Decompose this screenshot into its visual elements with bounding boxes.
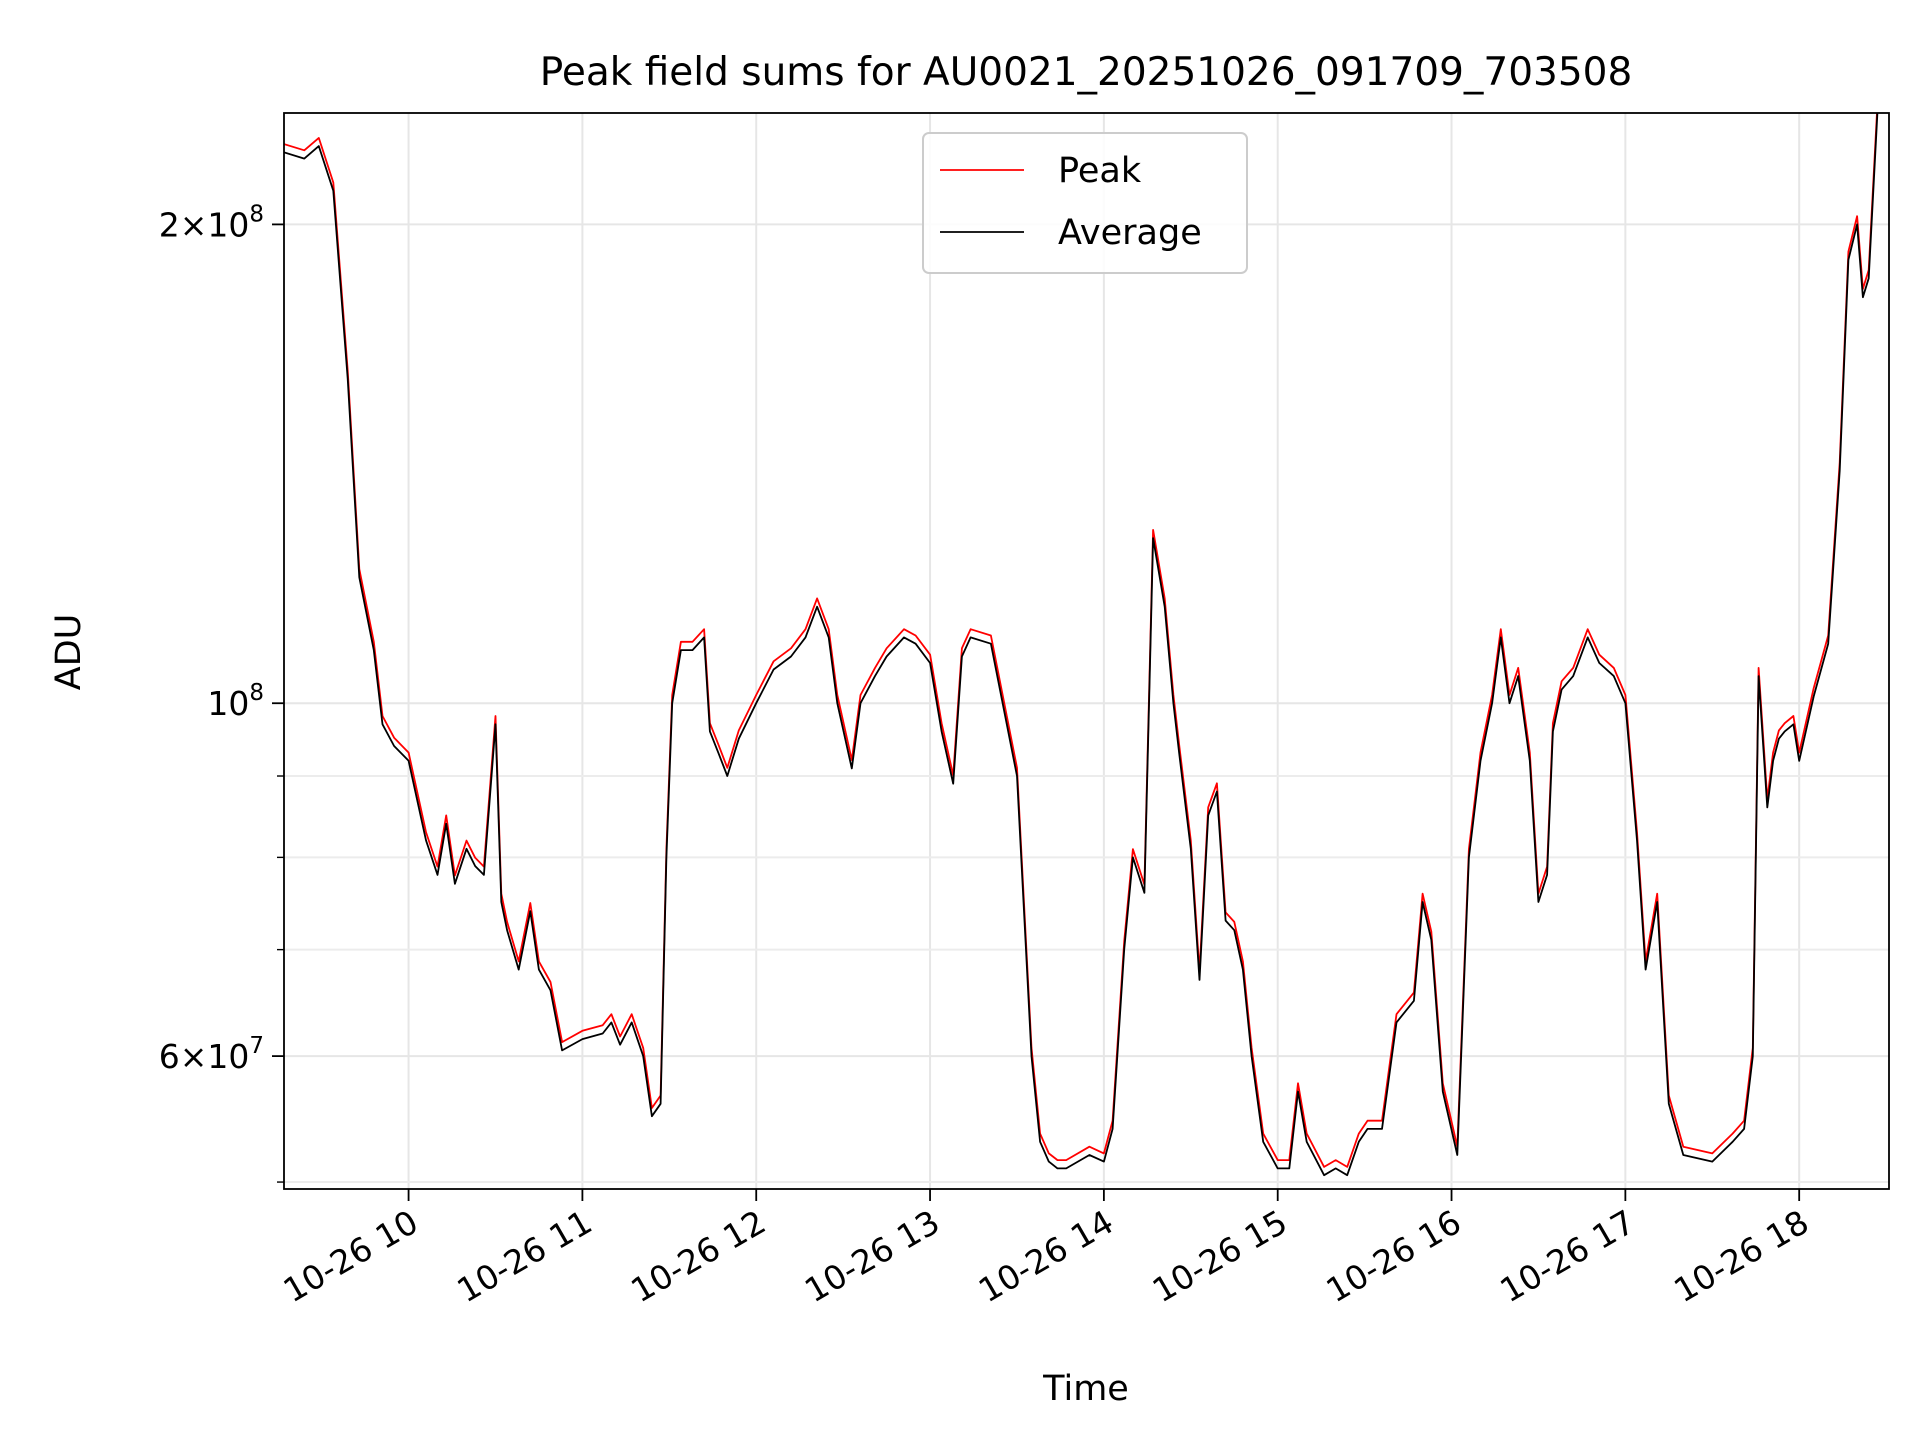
series-layer	[284, 113, 1879, 1177]
chart-title: Peak field sums for AU0021_20251026_0917…	[540, 50, 1633, 95]
legend-label-peak: Peak	[1058, 151, 1142, 191]
x-axis-label: Time	[1042, 1369, 1129, 1409]
y-tick-label: 108	[207, 680, 264, 723]
plot-frame	[283, 112, 1890, 1190]
legend-label-average: Average	[1058, 213, 1202, 253]
legend-box	[922, 132, 1248, 274]
gridlines	[284, 113, 1889, 1189]
y-tick-label: 6×107	[159, 1033, 264, 1076]
series-line-average	[284, 113, 1879, 1177]
y-tick-label: 2×108	[159, 201, 264, 244]
y-axis-label: ADU	[49, 614, 89, 691]
legend: Peak Average	[922, 132, 1248, 274]
y-axis-ticks: 6×107 108 2×108	[159, 201, 284, 1183]
